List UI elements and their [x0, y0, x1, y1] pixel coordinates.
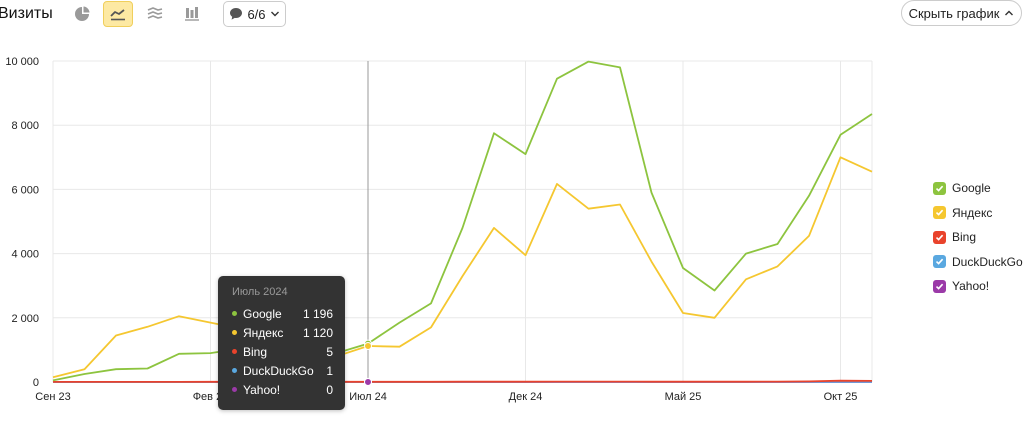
bar-chart-icon[interactable] — [177, 1, 207, 27]
tooltip-series-name: Bing — [243, 344, 268, 359]
tooltip-row: Google 1 196 — [232, 304, 333, 323]
segments-dropdown[interactable]: 6/6 — [223, 1, 286, 27]
y-tick-label: 0 — [33, 377, 39, 389]
series-line-google — [52, 60, 873, 382]
legend-label: Bing — [952, 230, 977, 245]
comment-icon — [230, 8, 243, 20]
chevron-down-icon — [270, 11, 279, 17]
tooltip-row: Yahoo! 0 — [232, 380, 333, 399]
hide-chart-button[interactable]: Скрыть график — [901, 0, 1022, 26]
tooltip-title: Июль 2024 — [232, 286, 288, 298]
segments-count: 6/6 — [247, 6, 266, 22]
line-chart-icon[interactable] — [103, 1, 133, 27]
y-tick-label: 6 000 — [11, 184, 39, 196]
y-tick-label: 8 000 — [11, 120, 39, 132]
y-tick-label: 4 000 — [11, 249, 39, 261]
x-tick-label: Окт 25 — [824, 391, 858, 403]
series-dot-icon — [232, 368, 237, 373]
x-tick-label: Май 25 — [665, 391, 702, 403]
highlight-point — [364, 342, 372, 351]
y-tick-label: 2 000 — [11, 313, 39, 325]
series-dot-icon — [232, 311, 237, 316]
chart-tooltip: Июль 2024 Google 1 196 Яндекс 1 120 Bing 5 Duc… — [218, 276, 345, 410]
chart-legend: Google Яндекс Bing DuckDuckGo Yahoo! — [933, 176, 1023, 299]
x-tick-label: Сен 23 — [35, 391, 70, 403]
legend-label: Яндекс — [952, 205, 993, 220]
x-tick-label: Июл 24 — [349, 391, 387, 403]
checkbox-icon[interactable] — [933, 279, 946, 293]
hide-chart-label: Скрыть график — [908, 5, 1000, 21]
legend-item[interactable]: Яндекс — [933, 201, 1023, 226]
series-dot-icon — [232, 387, 237, 392]
checkbox-icon[interactable] — [933, 181, 946, 195]
legend-item[interactable]: Google — [933, 176, 1023, 201]
highlight-point — [364, 377, 372, 386]
highlight-point — [364, 339, 372, 348]
tooltip-series-value: 1 120 — [302, 325, 333, 340]
legend-item[interactable]: Yahoo! — [933, 274, 1023, 299]
tooltip-series-name: Яндекс — [243, 325, 284, 340]
legend-label: DuckDuckGo — [952, 254, 1023, 269]
tooltip-row: Яндекс 1 120 — [232, 323, 333, 342]
chart-toolbar: Визиты 6/6 Скрыть график — [0, 0, 1024, 30]
legend-item[interactable]: DuckDuckGo — [933, 250, 1023, 275]
series-dot-icon — [232, 330, 237, 335]
series-line-bing — [53, 379, 873, 383]
checkbox-icon[interactable] — [933, 255, 946, 269]
chart-title: Визиты — [0, 5, 53, 22]
tooltip-series-name: Google — [243, 306, 282, 321]
tooltip-series-value: 1 196 — [302, 306, 333, 321]
tooltip-series-value: 5 — [326, 344, 333, 359]
x-tick-label: Дек 24 — [509, 391, 543, 403]
checkbox-icon[interactable] — [933, 206, 946, 220]
y-tick-label: 10 000 — [5, 56, 39, 68]
pie-chart-icon[interactable] — [67, 1, 97, 27]
tooltip-series-value: 1 — [326, 363, 333, 378]
checkbox-icon[interactable] — [933, 230, 946, 244]
series-line-- — [52, 156, 873, 379]
area-chart-icon[interactable] — [140, 1, 170, 27]
tooltip-series-name: Yahoo! — [243, 382, 281, 397]
chevron-up-icon — [1005, 10, 1014, 16]
highlight-point — [364, 377, 372, 386]
tooltip-row: DuckDuckGo 1 — [232, 361, 333, 380]
legend-item[interactable]: Bing — [933, 225, 1023, 250]
legend-label: Google — [952, 181, 991, 196]
tooltip-series-value: 0 — [326, 382, 333, 397]
legend-label: Yahoo! — [952, 279, 990, 294]
series-dot-icon — [232, 349, 237, 354]
highlight-point — [364, 378, 372, 386]
tooltip-row: Bing 5 — [232, 342, 333, 361]
tooltip-series-name: DuckDuckGo — [243, 363, 314, 378]
